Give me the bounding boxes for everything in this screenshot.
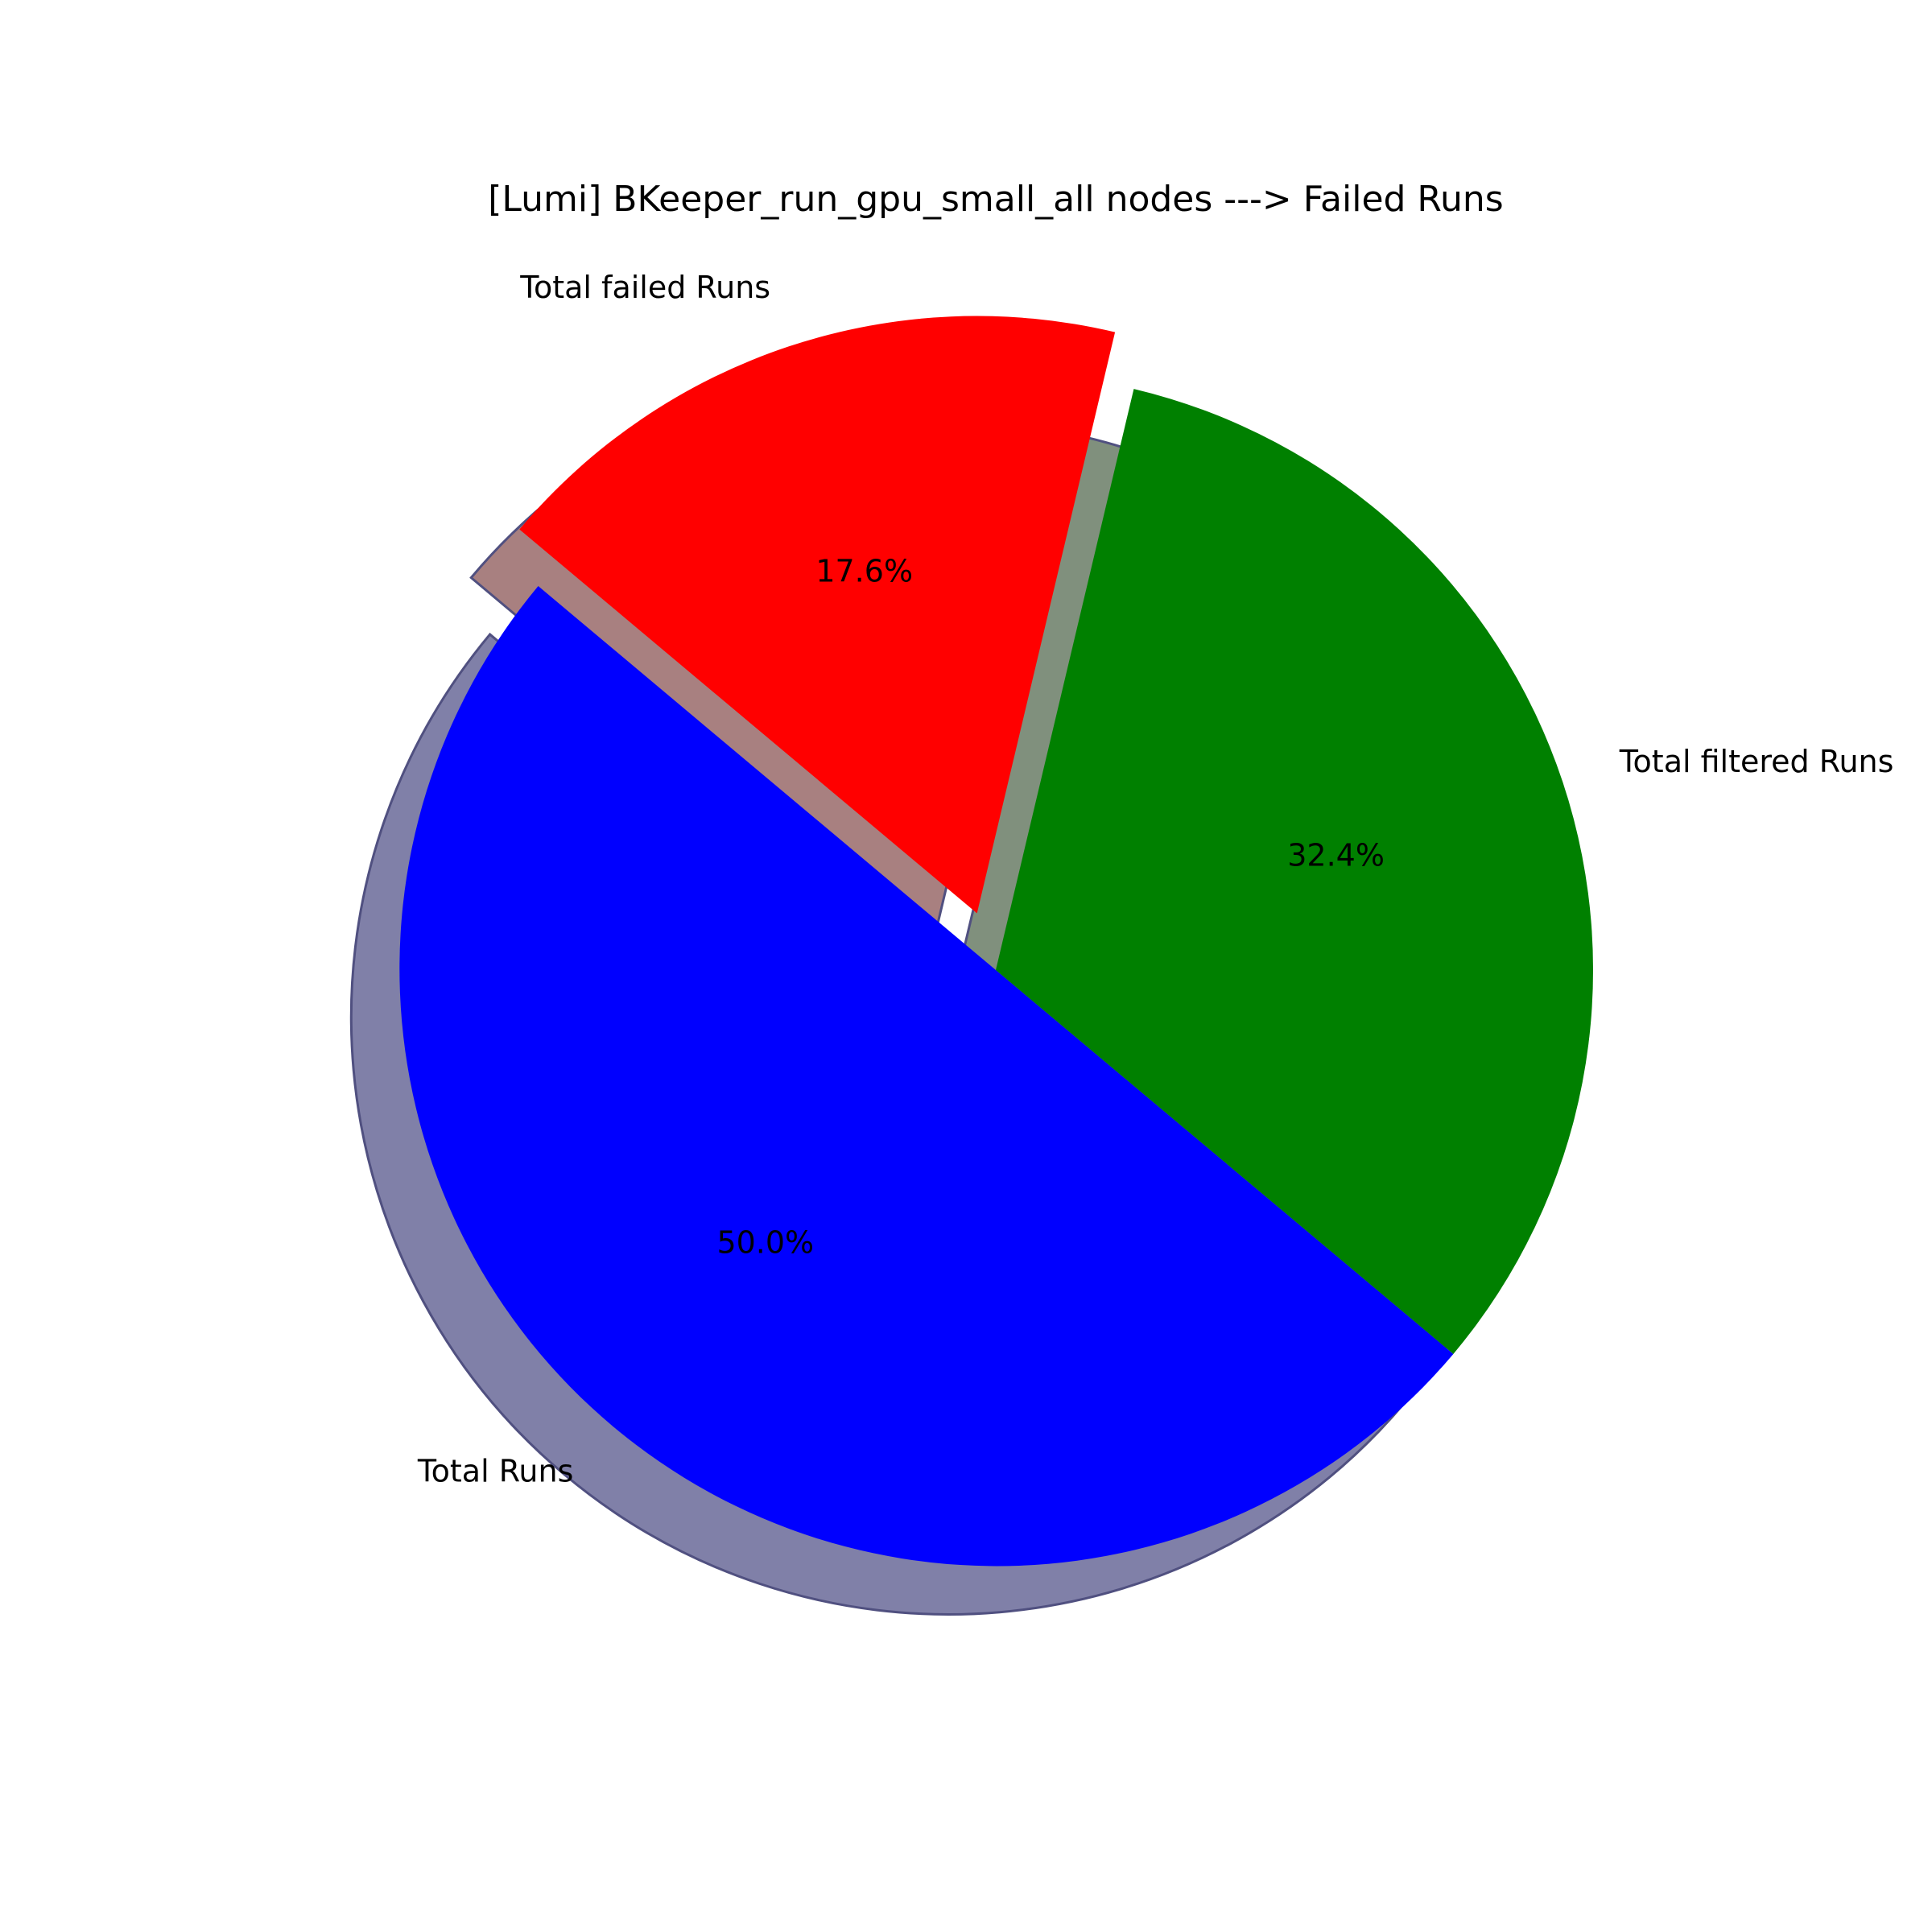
pie-slices xyxy=(399,316,1593,1567)
pie-slice-total-failed-runs xyxy=(519,316,1116,914)
pct-label-total-runs: 50.0% xyxy=(716,1225,814,1261)
chart-title: [Lumi] BKeeper_run_gpu_small_all nodes -… xyxy=(488,179,1503,220)
slice-labels: Total Runs 50.0% Total filtered Runs 32.4% T… xyxy=(417,270,1894,1489)
pie-slice-total-runs xyxy=(399,586,1454,1567)
slice-label-total-filtered-runs: Total filtered Runs xyxy=(1619,744,1894,779)
slice-label-total-runs: Total Runs xyxy=(417,1454,574,1489)
pct-label-total-failed-runs: 17.6% xyxy=(815,553,913,588)
pie-slice-total-filtered-runs xyxy=(996,389,1593,1354)
pct-label-total-filtered-runs: 32.4% xyxy=(1287,838,1385,873)
slice-label-total-failed-runs: Total failed Runs xyxy=(519,270,770,305)
